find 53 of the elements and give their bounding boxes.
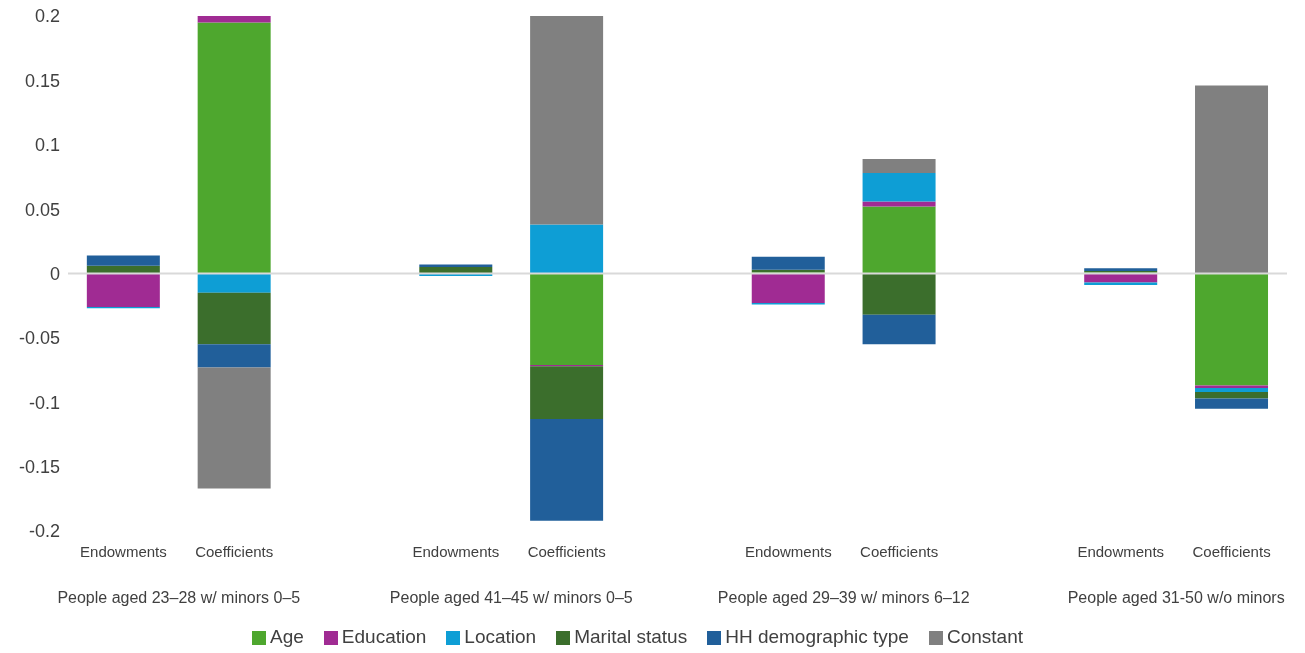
bar (197, 344, 271, 368)
legend-label: Constant (946, 626, 1023, 647)
bar (530, 16, 604, 225)
text: People aged 29–39 w/ minors 6–12 (717, 589, 970, 606)
y-tick-label: 0.2 (34, 6, 60, 27)
bar (197, 292, 271, 345)
bar (86, 273, 160, 307)
bar (530, 224, 604, 274)
x-tick-label: Endowments (1077, 543, 1165, 560)
bar (530, 273, 604, 365)
y-tick-label: 0.05 (24, 199, 60, 220)
bar (197, 16, 271, 23)
bar (419, 264, 493, 268)
bar (862, 158, 936, 174)
bar (1195, 273, 1269, 386)
bar (862, 314, 936, 345)
text: People aged 31-50 w/o minors (1067, 589, 1285, 606)
bar (751, 273, 825, 304)
x-tick-label: Coefficients (527, 543, 606, 560)
bar (1195, 391, 1269, 399)
y-tick-label: 0 (49, 263, 60, 284)
bar (86, 255, 160, 266)
legend-label: Location (464, 626, 537, 647)
x-tick-label: Coefficients (1192, 543, 1271, 560)
bar (862, 173, 936, 202)
y-tick-label: 0.1 (34, 135, 60, 156)
legend-label: Marital status (574, 626, 688, 647)
bar (862, 273, 936, 315)
bar (1195, 398, 1269, 409)
bar (1195, 85, 1269, 274)
bar (862, 201, 936, 207)
x-tick-label: Coefficients (860, 543, 939, 560)
bar (530, 366, 604, 419)
x-tick-label: Endowments (744, 543, 832, 560)
y-tick-label: -0.1 (28, 392, 60, 413)
bar (197, 22, 271, 274)
y-tick-label: -0.05 (18, 328, 60, 349)
x-tick-label: Endowments (412, 543, 500, 560)
y-tick-label: -0.15 (18, 457, 60, 478)
text: People aged 41–45 w/ minors 0–5 (389, 589, 633, 606)
x-tick-label: Endowments (80, 543, 167, 560)
bar (751, 256, 825, 270)
legend-label: HH demographic type (725, 626, 909, 647)
bar (197, 273, 271, 293)
bar (197, 367, 271, 489)
bar (530, 418, 604, 521)
legend-label: Age (270, 626, 304, 647)
text: People aged 23–28 w/ minors 0–5 (57, 589, 301, 606)
y-tick-label: 0.15 (24, 70, 60, 91)
bar (862, 206, 936, 274)
legend-label: Education (341, 626, 427, 647)
x-tick-label: Coefficients (195, 543, 274, 560)
y-tick-label: -0.2 (28, 521, 60, 542)
